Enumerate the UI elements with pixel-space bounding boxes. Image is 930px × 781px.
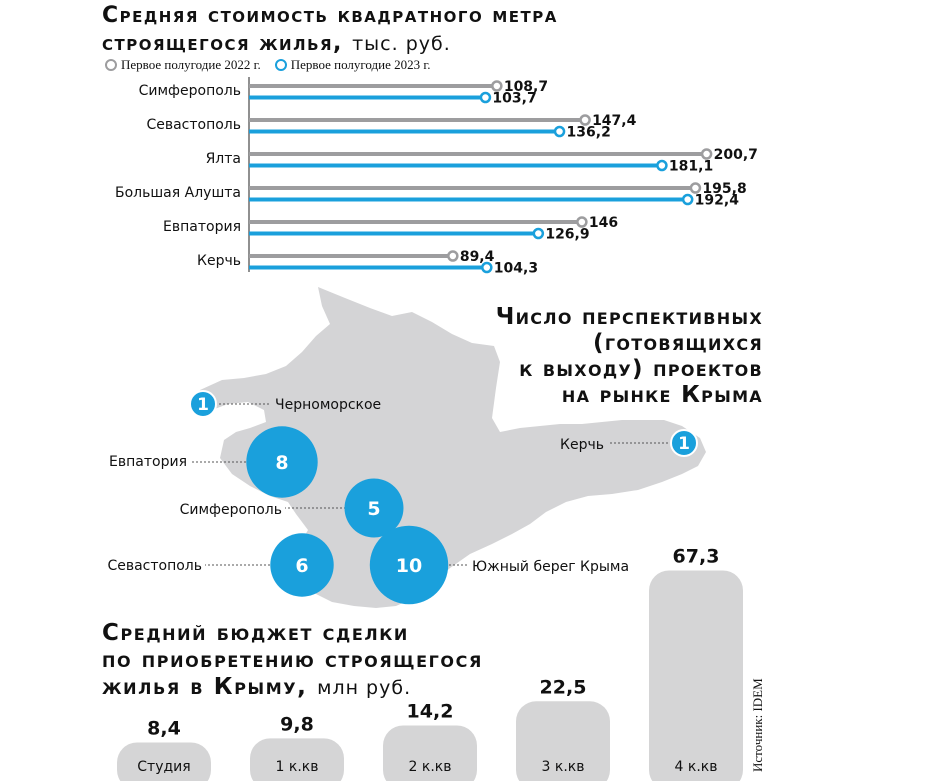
- price-bar-marker: [481, 261, 493, 274]
- price-category-label: Керчь: [197, 253, 241, 269]
- budget-value-label: 22,5: [540, 676, 587, 698]
- price-value-label: 181,1: [669, 159, 713, 175]
- bubble-value-label: 8: [275, 452, 288, 474]
- budget-category-label: 4 к.кв: [675, 759, 718, 775]
- legend-marker-2023: [274, 59, 287, 71]
- crimea-map-shape: [196, 287, 706, 608]
- price-bar-marker: [576, 216, 588, 228]
- legend-label-2023: Первое полугодие 2023 г.: [290, 57, 431, 72]
- price-value-label: 89,4: [460, 249, 495, 265]
- price-bar-marker: [656, 159, 668, 172]
- source-note: Источник: IDEM: [750, 678, 765, 772]
- price-chart-title-line1: Средняя стоимость квадратного метра: [102, 3, 558, 28]
- price-category-label: Ялта: [206, 151, 241, 167]
- budget-value-label: 14,2: [407, 701, 454, 723]
- bubble-city-label: Черноморское: [275, 397, 381, 413]
- budget-chart-unit: млн руб.: [317, 677, 412, 699]
- bubble-city-label: Евпатория: [109, 454, 187, 470]
- price-bar-marker: [491, 80, 503, 92]
- price-value-label: 195,8: [702, 181, 746, 197]
- price-category-label: Большая Алушта: [115, 185, 241, 201]
- legend-marker-2022: [105, 59, 117, 71]
- budget-column: [117, 742, 211, 781]
- map-title: Число перспективных (готовящихся к выход…: [380, 304, 763, 408]
- price-value-label: 126,9: [545, 227, 589, 243]
- price-value-label: 136,2: [567, 125, 611, 141]
- price-bar-marker: [479, 91, 492, 104]
- budget-value-label: 9,8: [280, 713, 314, 735]
- price-bar-marker: [579, 114, 591, 126]
- map-title-line2: (готовящихся: [593, 330, 763, 356]
- bubble-value-label: 10: [396, 555, 422, 577]
- bubble-city-label: Керчь: [560, 437, 604, 453]
- price-value-label: 104,3: [494, 261, 538, 277]
- price-bar-marker: [689, 182, 702, 194]
- price-value-label: 200,7: [714, 147, 758, 163]
- price-bar-marker: [447, 250, 459, 262]
- price-bar-marker: [700, 148, 713, 160]
- project-bubble: [270, 533, 334, 597]
- map-title-line3: к выходу) проектов: [519, 356, 763, 382]
- price-value-label: 108,7: [504, 79, 548, 95]
- bubble-value-label: 1: [197, 395, 209, 415]
- price-value-label: 146: [589, 215, 618, 231]
- project-bubble: [246, 426, 318, 498]
- budget-column: [516, 701, 610, 781]
- legend-item-2022: Первое полугодие 2022 г.: [105, 57, 261, 73]
- project-bubble: [369, 525, 449, 605]
- budget-category-label: 1 к.кв: [276, 759, 319, 775]
- project-bubble: [670, 429, 698, 457]
- legend-label-2022: Первое полугодие 2022 г.: [121, 57, 261, 72]
- bubble-city-label: Южный берег Крыма: [472, 559, 629, 575]
- budget-title-line1: Средний бюджет сделки: [102, 620, 409, 646]
- projects-bubble-map: 1 Черноморское 8 Евпатория 5 Симферополь 6 Сева…: [107, 390, 698, 605]
- price-bar-marker: [553, 125, 566, 138]
- price-chart-legend: Первое полугодие 2022 г. Первое полугоди…: [105, 57, 431, 73]
- budget-value-label: 67,3: [673, 545, 720, 567]
- legend-item-2023: Первое полугодие 2023 г.: [274, 57, 431, 73]
- price-category-label: Севастополь: [146, 117, 241, 133]
- price-category-label: Симферополь: [139, 83, 241, 99]
- budget-column-chart: 8,4 Студия 9,8 1 к.кв 14,2 2 к.кв 22,5 3 к.кв 67…: [117, 545, 743, 781]
- project-bubble: [189, 390, 217, 418]
- bubble-value-label: 6: [295, 555, 308, 577]
- bubble-city-label: Симферополь: [180, 502, 282, 518]
- budget-title-line2: по приобретению строящегося: [102, 647, 483, 673]
- price-value-label: 147,4: [592, 113, 637, 129]
- price-chart-title: Средняя стоимость квадратного метра стро…: [102, 2, 558, 58]
- budget-chart-title: Средний бюджет сделки по приобретению ст…: [102, 620, 483, 702]
- map-title-line1: Число перспективных: [495, 304, 763, 330]
- budget-category-label: 3 к.кв: [542, 759, 585, 775]
- price-bar-marker: [681, 193, 694, 206]
- bubble-city-label: Севастополь: [107, 558, 202, 574]
- budget-column: [383, 725, 477, 781]
- price-value-label: 103,7: [492, 91, 536, 107]
- budget-column: [250, 738, 344, 781]
- budget-category-label: Студия: [137, 759, 190, 775]
- project-bubble: [344, 478, 404, 538]
- budget-title-line3: жилья в Крыму,: [102, 674, 308, 700]
- price-bar-marker: [532, 227, 545, 240]
- price-chart-title-line2: строящегося жилья,: [102, 31, 343, 56]
- budget-value-label: 8,4: [147, 717, 181, 739]
- map-title-line4: на рынке Крыма: [561, 382, 763, 408]
- bubble-value-label: 5: [367, 498, 380, 520]
- price-category-label: Евпатория: [163, 219, 241, 235]
- bubble-value-label: 1: [678, 434, 690, 454]
- price-chart-unit: тыс. руб.: [352, 33, 451, 55]
- budget-column: [649, 570, 743, 781]
- price-value-label: 192,4: [695, 193, 740, 209]
- budget-category-label: 2 к.кв: [409, 759, 452, 775]
